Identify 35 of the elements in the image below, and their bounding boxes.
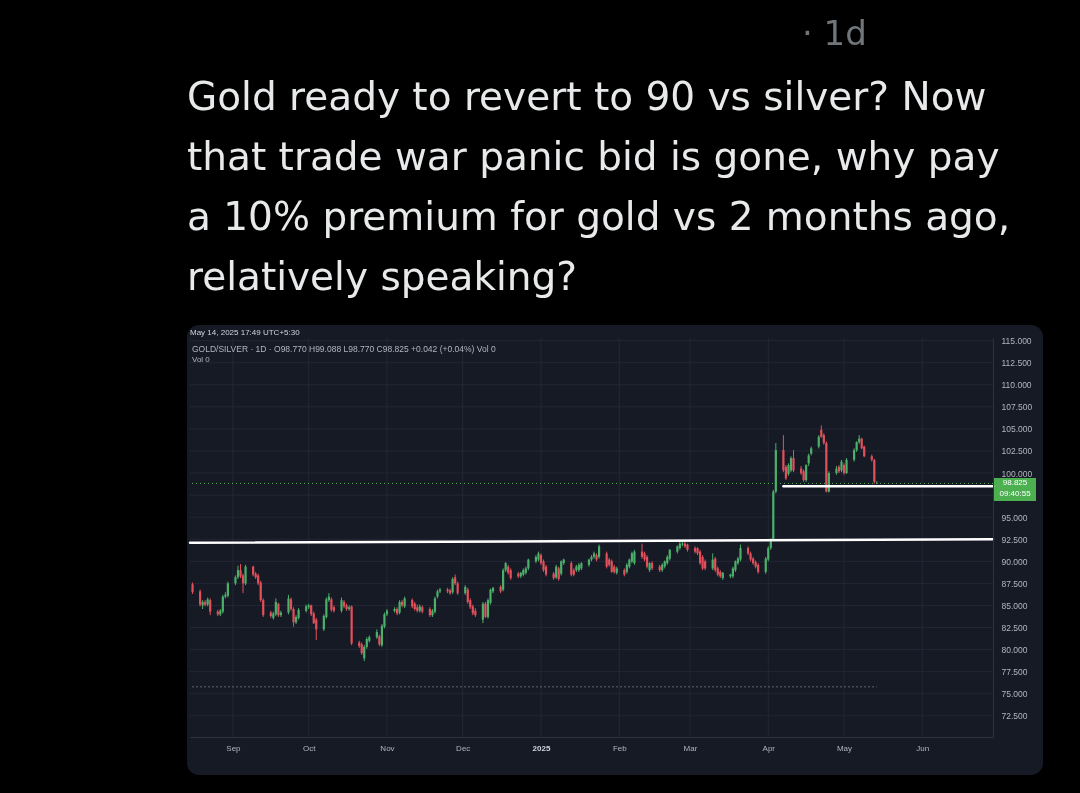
- x-tick-label: 2025: [532, 743, 551, 753]
- x-tick-label: Dec: [456, 743, 471, 753]
- y-tick-label: 90.000: [1001, 556, 1028, 567]
- text: 09:40:55: [999, 489, 1032, 499]
- y-tick-label: 82.500: [1001, 623, 1028, 634]
- y-tick-label: 112.500: [1001, 358, 1032, 369]
- x-tick-label: Mar: [683, 743, 698, 753]
- chart-title: Gold ready to revert to 90 vs silver? Now that trade war panic bid is gone, why pay a 10% premium for gold vs 2 months ago, relatively speaking?: [187, 74, 1011, 299]
- x-tick-label: Jun: [916, 743, 930, 753]
- y-tick-label: 95.000: [1001, 512, 1028, 523]
- x-tick-label: May: [836, 743, 853, 753]
- x-tick-label: Nov: [380, 743, 395, 753]
- text: GOLD/SILVER · 1D · O98.770 H99.088 L98.770 C98.825 +0.042 (+0.04%) Vol 0: [192, 344, 496, 354]
- text: May 14, 2025 17:49 UTC+5:30: [190, 328, 301, 337]
- y-tick-label: 100.000: [1001, 468, 1033, 479]
- y-tick-label: 80.000: [1001, 645, 1028, 656]
- y-tick-label: 110.000: [1001, 380, 1032, 391]
- y-tick-label: 85.000: [1001, 600, 1028, 611]
- x-tick-label: Feb: [612, 743, 628, 753]
- y-tick-label: 75.000: [1001, 689, 1028, 700]
- y-tick-label: 102.500: [1001, 446, 1033, 457]
- text: · 1d: [802, 13, 867, 53]
- y-tick-label: 115.000: [1001, 336, 1032, 347]
- y-tick-label: 92.500: [1001, 534, 1028, 545]
- y-tick-label: 77.500: [1001, 667, 1028, 678]
- ref-line-label: 98.825: [1002, 478, 1028, 488]
- y-tick-label: 107.500: [1001, 402, 1033, 413]
- x-tick-label: Oct: [302, 743, 317, 753]
- annotation: Vol 0: [192, 355, 211, 364]
- y-tick-label: 72.500: [1001, 711, 1028, 722]
- x-tick-label: Sep: [226, 743, 242, 753]
- y-tick-label: 105.000: [1001, 424, 1033, 435]
- y-tick-label: 87.500: [1001, 578, 1028, 589]
- x-tick-label: Apr: [762, 743, 776, 753]
- candlestick: [244, 564, 247, 586]
